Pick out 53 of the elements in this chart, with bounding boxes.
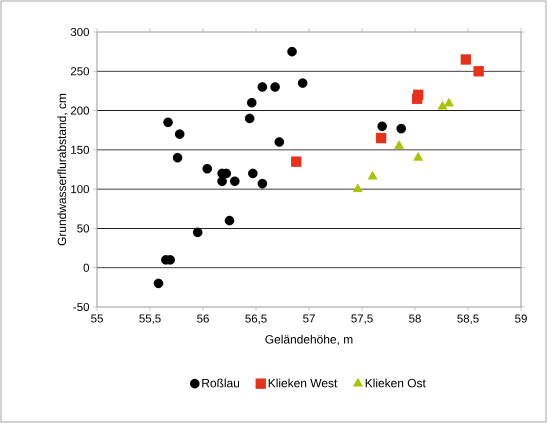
legend-label: Roßlau xyxy=(202,378,240,388)
point xyxy=(473,66,484,76)
x-tick-label: 57 xyxy=(303,314,315,323)
y-tick-label: 100 xyxy=(71,185,90,194)
point xyxy=(376,132,386,144)
point xyxy=(413,90,424,100)
y-tick-label: 200 xyxy=(70,106,90,115)
point xyxy=(217,176,227,186)
x-tick-label: 55 xyxy=(91,314,103,323)
x-tick-label: 59 xyxy=(515,314,527,323)
point xyxy=(394,140,404,149)
point xyxy=(172,152,182,162)
point xyxy=(154,278,164,288)
point xyxy=(291,156,302,167)
point xyxy=(287,46,297,56)
legend-label: Klieken Ost xyxy=(366,378,426,388)
x-tick-label: 55,5 xyxy=(139,314,161,324)
point xyxy=(230,176,240,186)
point xyxy=(413,152,424,161)
point xyxy=(298,78,308,88)
point xyxy=(174,129,184,139)
point xyxy=(258,82,268,92)
point xyxy=(224,216,234,226)
y-tick-label: 250 xyxy=(70,67,90,76)
point xyxy=(246,98,257,108)
point xyxy=(377,122,387,132)
point xyxy=(352,183,363,192)
point xyxy=(444,98,454,106)
point xyxy=(192,228,202,238)
point xyxy=(368,170,378,180)
y-tick-label: 50 xyxy=(77,224,90,232)
x-tick-label: 57,5 xyxy=(351,314,373,324)
x-tick-label: 58,5 xyxy=(457,314,479,324)
point xyxy=(163,118,173,128)
point xyxy=(438,100,448,110)
point xyxy=(274,137,284,147)
point xyxy=(270,82,280,92)
x-tick-label: 58 xyxy=(409,314,421,323)
point xyxy=(396,124,406,134)
x-axis-title: Geländehöhe, m xyxy=(265,334,352,346)
y-tick-label: -50 xyxy=(73,302,90,312)
x-tick-label: 56,5 xyxy=(245,314,267,324)
point xyxy=(244,114,254,124)
y-tick-label: 0 xyxy=(84,264,90,272)
y-tick-label: 300 xyxy=(70,28,90,36)
point xyxy=(460,54,472,65)
y-axis-title: Grundwasserflurabstand, cm xyxy=(57,94,68,246)
x-tick-label: 56 xyxy=(197,314,209,323)
point xyxy=(258,178,268,188)
point xyxy=(202,164,212,174)
legend-label: Klieken West xyxy=(268,378,338,388)
y-tick-label: 150 xyxy=(71,146,90,154)
point xyxy=(248,168,258,178)
